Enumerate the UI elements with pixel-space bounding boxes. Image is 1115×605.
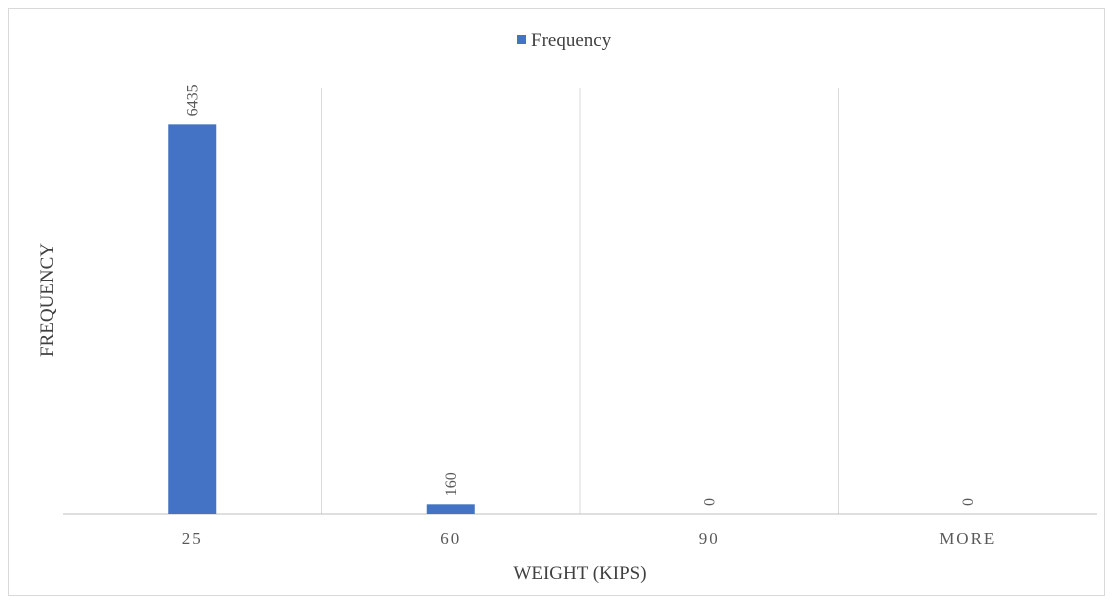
legend-swatch bbox=[517, 35, 526, 44]
data-label-25: 6435 bbox=[184, 84, 201, 116]
y-axis-title: FREQUENCY bbox=[37, 243, 58, 357]
x-axis-title: WEIGHT (KIPS) bbox=[513, 563, 646, 584]
x-tick-label-more: MORE bbox=[939, 529, 996, 548]
x-tick-label-60: 60 bbox=[440, 529, 461, 548]
x-tick-label-25: 25 bbox=[182, 529, 203, 548]
data-label-60: 160 bbox=[443, 472, 460, 496]
legend: Frequency bbox=[517, 30, 612, 51]
x-tick-label-90: 90 bbox=[699, 529, 720, 548]
data-labels: 6435 160 0 0 bbox=[184, 84, 977, 506]
data-label-more: 0 bbox=[960, 498, 977, 506]
legend-label: Frequency bbox=[531, 30, 612, 51]
data-label-90: 0 bbox=[701, 498, 718, 506]
bars bbox=[168, 124, 475, 515]
x-tick-labels: 25 60 90 MORE bbox=[182, 529, 996, 548]
bar-25 bbox=[168, 124, 217, 515]
gridlines bbox=[321, 88, 839, 514]
bar-60 bbox=[426, 504, 475, 514]
